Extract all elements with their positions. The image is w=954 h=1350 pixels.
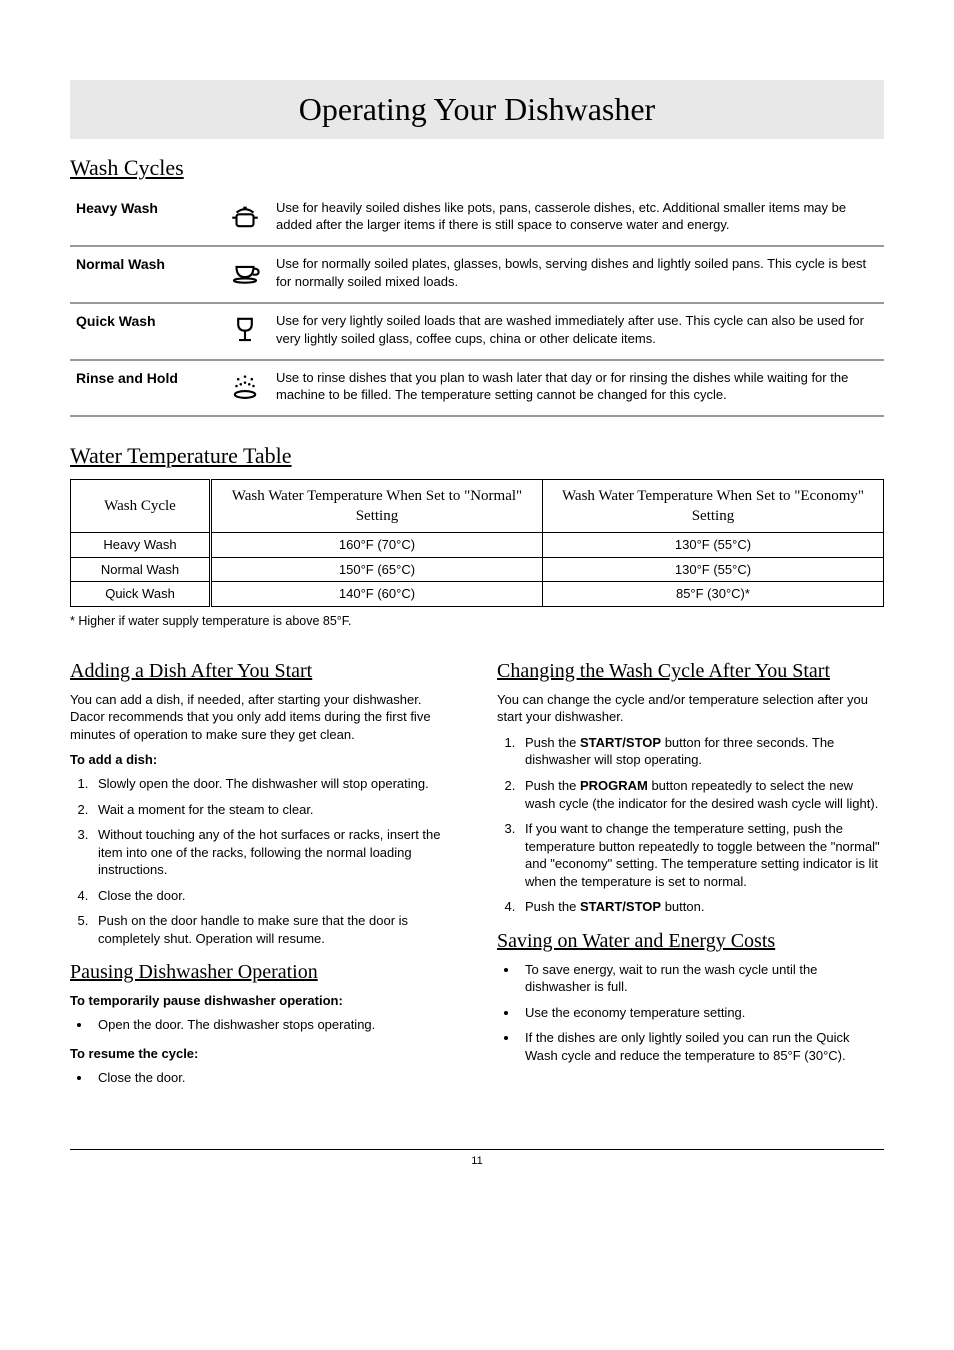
list-item: Slowly open the door. The dishwasher wil… xyxy=(92,775,457,793)
two-column-layout: Adding a Dish After You Start You can ad… xyxy=(70,658,884,1099)
cell: Normal Wash xyxy=(71,557,211,582)
list-item: Push the START/STOP button. xyxy=(519,898,884,916)
pausing-sub1: To temporarily pause dishwasher operatio… xyxy=(70,992,457,1010)
cycle-desc: Use for heavily soiled dishes like pots,… xyxy=(270,191,884,247)
list-item: Without touching any of the hot surfaces… xyxy=(92,826,457,879)
table-row: Heavy Wash 160°F (70°C) 130°F (55°C) xyxy=(71,533,884,558)
table-row: Heavy Wash Use for heavily soiled dishes… xyxy=(70,191,884,247)
cell: Heavy Wash xyxy=(71,533,211,558)
wash-cycles-heading: Wash Cycles xyxy=(70,153,884,183)
col-header-normal: Wash Water Temperature When Set to "Norm… xyxy=(211,479,543,533)
list-item: If you want to change the temperature se… xyxy=(519,820,884,890)
list-item: Push on the door handle to make sure tha… xyxy=(92,912,457,947)
table-header-row: Wash Cycle Wash Water Temperature When S… xyxy=(71,479,884,533)
saving-bullets: To save energy, wait to run the wash cyc… xyxy=(497,961,884,1065)
cell: 85°F (30°C)* xyxy=(542,582,883,607)
adding-dish-sub: To add a dish: xyxy=(70,751,457,769)
temperature-table: Wash Cycle Wash Water Temperature When S… xyxy=(70,479,884,607)
pausing-list1: Open the door. The dishwasher stops oper… xyxy=(70,1016,457,1034)
adding-dish-steps: Slowly open the door. The dishwasher wil… xyxy=(70,775,457,947)
cycle-label: Rinse and Hold xyxy=(70,360,220,417)
temp-footnote: * Higher if water supply temperature is … xyxy=(70,613,884,630)
list-item: Open the door. The dishwasher stops oper… xyxy=(92,1016,457,1034)
cycle-label: Quick Wash xyxy=(70,303,220,360)
left-column: Adding a Dish After You Start You can ad… xyxy=(70,658,457,1099)
icon-cell xyxy=(220,360,270,417)
table-row: Rinse and Hold Use to rinse dishes that … xyxy=(70,360,884,417)
table-row: Quick Wash 140°F (60°C) 85°F (30°C)* xyxy=(71,582,884,607)
cell: Quick Wash xyxy=(71,582,211,607)
icon-cell xyxy=(220,191,270,247)
wash-cycles-table: Heavy Wash Use for heavily soiled dishes… xyxy=(70,191,884,417)
title-bar: Operating Your Dishwasher xyxy=(70,80,884,139)
icon-cell xyxy=(220,303,270,360)
cell: 160°F (70°C) xyxy=(211,533,543,558)
cell: 140°F (60°C) xyxy=(211,582,543,607)
cycle-label: Normal Wash xyxy=(70,246,220,303)
list-item: If the dishes are only lightly soiled yo… xyxy=(519,1029,884,1064)
pausing-sub2: To resume the cycle: xyxy=(70,1045,457,1063)
table-row: Normal Wash Use for normally soiled plat… xyxy=(70,246,884,303)
adding-dish-intro: You can add a dish, if needed, after sta… xyxy=(70,691,457,744)
cycle-label: Heavy Wash xyxy=(70,191,220,247)
icon-cell xyxy=(220,246,270,303)
saving-heading: Saving on Water and Energy Costs xyxy=(497,928,884,955)
pausing-heading: Pausing Dishwasher Operation xyxy=(70,959,457,986)
pausing-list2: Close the door. xyxy=(70,1069,457,1087)
cycle-desc: Use for normally soiled plates, glasses,… xyxy=(270,246,884,303)
col-header-economy: Wash Water Temperature When Set to "Econ… xyxy=(542,479,883,533)
table-row: Quick Wash Use for very lightly soiled l… xyxy=(70,303,884,360)
col-header-cycle: Wash Cycle xyxy=(71,479,211,533)
page-number: 11 xyxy=(471,1155,482,1167)
list-item: Push the PROGRAM button repeatedly to se… xyxy=(519,777,884,812)
cycle-desc: Use for very lightly soiled loads that a… xyxy=(270,303,884,360)
right-column: Changing the Wash Cycle After You Start … xyxy=(497,658,884,1099)
cell: 150°F (65°C) xyxy=(211,557,543,582)
list-item: Close the door. xyxy=(92,1069,457,1087)
changing-heading: Changing the Wash Cycle After You Start xyxy=(497,658,884,685)
pot-icon xyxy=(228,199,262,233)
list-item: Use the economy temperature setting. xyxy=(519,1004,884,1022)
changing-steps: Push the START/STOP button for three sec… xyxy=(497,734,884,916)
page-title: Operating Your Dishwasher xyxy=(70,88,884,131)
list-item: Close the door. xyxy=(92,887,457,905)
page-footer: 11 xyxy=(70,1149,884,1169)
cycle-desc: Use to rinse dishes that you plan to was… xyxy=(270,360,884,417)
cell: 130°F (55°C) xyxy=(542,557,883,582)
cup-saucer-icon xyxy=(228,255,262,289)
changing-intro: You can change the cycle and/or temperat… xyxy=(497,691,884,726)
adding-dish-heading: Adding a Dish After You Start xyxy=(70,658,457,685)
list-item: Push the START/STOP button for three sec… xyxy=(519,734,884,769)
table-row: Normal Wash 150°F (65°C) 130°F (55°C) xyxy=(71,557,884,582)
cell: 130°F (55°C) xyxy=(542,533,883,558)
wine-glass-icon xyxy=(228,312,262,346)
list-item: To save energy, wait to run the wash cyc… xyxy=(519,961,884,996)
list-item: Wait a moment for the steam to clear. xyxy=(92,801,457,819)
spray-icon xyxy=(228,369,262,403)
temp-table-heading: Water Temperature Table xyxy=(70,441,884,471)
